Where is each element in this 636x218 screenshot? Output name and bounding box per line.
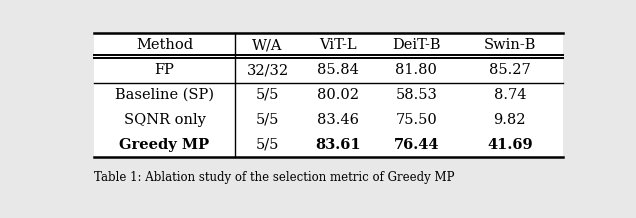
Text: 85.27: 85.27: [489, 63, 530, 77]
Text: 5/5: 5/5: [256, 138, 279, 152]
Text: 9.82: 9.82: [494, 113, 526, 127]
Text: Table 1: Ablation study of the selection metric of Greedy MP: Table 1: Ablation study of the selection…: [94, 171, 455, 184]
Text: Greedy MP: Greedy MP: [120, 138, 210, 152]
Text: 8.74: 8.74: [494, 88, 526, 102]
Text: SQNR only: SQNR only: [123, 113, 205, 127]
Text: 5/5: 5/5: [256, 88, 279, 102]
Text: 58.53: 58.53: [396, 88, 437, 102]
Text: 80.02: 80.02: [317, 88, 359, 102]
Text: 76.44: 76.44: [394, 138, 439, 152]
Text: 75.50: 75.50: [396, 113, 437, 127]
Text: ViT-L: ViT-L: [319, 38, 357, 52]
Text: Swin-B: Swin-B: [483, 38, 536, 52]
Text: W/A: W/A: [252, 38, 283, 52]
Text: FP: FP: [155, 63, 174, 77]
Text: Method: Method: [136, 38, 193, 52]
Text: 83.46: 83.46: [317, 113, 359, 127]
Text: 81.80: 81.80: [396, 63, 437, 77]
Text: 41.69: 41.69: [487, 138, 533, 152]
Bar: [94, 33, 562, 157]
Text: Baseline (SP): Baseline (SP): [115, 88, 214, 102]
Text: 5/5: 5/5: [256, 113, 279, 127]
Text: DeiT-B: DeiT-B: [392, 38, 441, 52]
Text: 32/32: 32/32: [247, 63, 289, 77]
Text: 85.84: 85.84: [317, 63, 359, 77]
Text: 83.61: 83.61: [315, 138, 361, 152]
